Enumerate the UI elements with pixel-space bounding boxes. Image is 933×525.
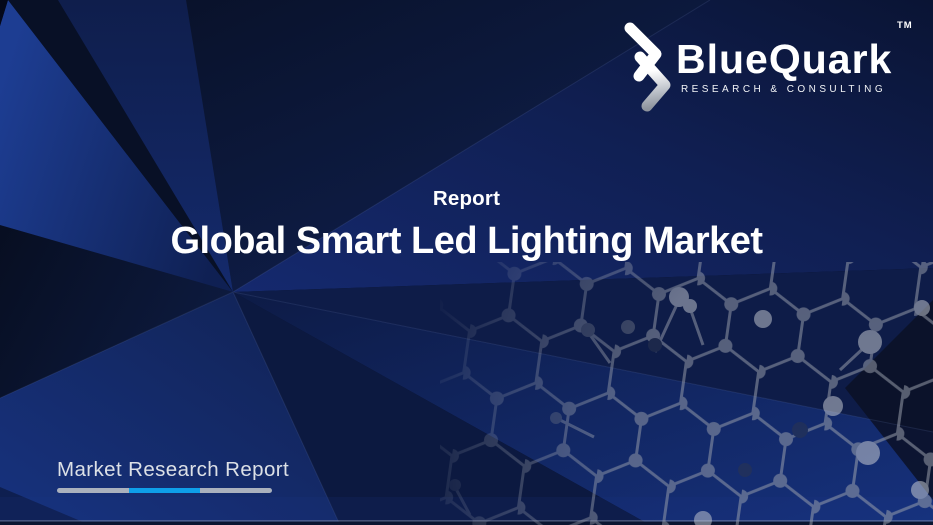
report-kicker: Report bbox=[432, 187, 501, 210]
molecule-highlight-nodes bbox=[669, 287, 930, 525]
molecule-dim-nodes bbox=[449, 320, 635, 491]
logo-name: BlueQuark bbox=[676, 36, 893, 82]
trademark-symbol: TM bbox=[897, 20, 913, 31]
molecule-dark-nodes bbox=[648, 338, 808, 477]
bar-segment-blue bbox=[128, 488, 201, 493]
logo-tagline: RESEARCH & CONSULTING bbox=[681, 84, 887, 95]
footer-progress-bar bbox=[57, 488, 272, 493]
bar-segment-gray-left bbox=[57, 488, 129, 493]
page-title: Global Smart Led Lighting Market bbox=[170, 220, 763, 262]
footer-label: Market Research Report bbox=[57, 458, 290, 481]
molecule-pattern bbox=[440, 262, 933, 525]
bluequark-logo: BlueQuark RESEARCH & CONSULTING TM bbox=[612, 10, 932, 115]
bar-segment-gray-right bbox=[200, 488, 272, 493]
bluequark-logo-icon bbox=[624, 22, 671, 112]
